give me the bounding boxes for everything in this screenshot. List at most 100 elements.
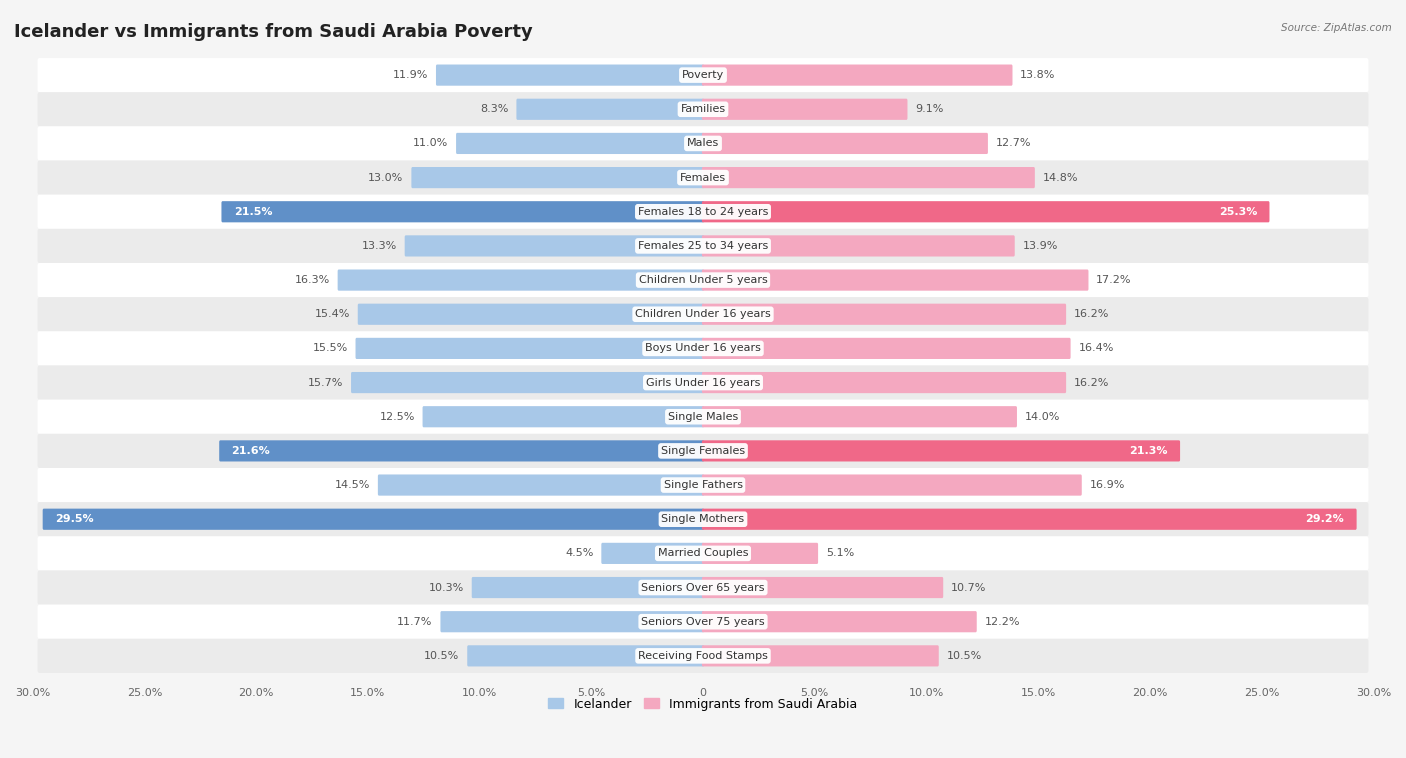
Text: 9.1%: 9.1% [915,105,943,114]
Text: 13.9%: 13.9% [1022,241,1057,251]
Text: 11.9%: 11.9% [392,70,429,80]
Text: 21.6%: 21.6% [232,446,270,456]
Text: 14.5%: 14.5% [335,480,370,490]
FancyBboxPatch shape [337,270,704,290]
Text: 5.1%: 5.1% [825,548,855,559]
FancyBboxPatch shape [702,611,977,632]
Text: 21.3%: 21.3% [1129,446,1168,456]
FancyBboxPatch shape [38,92,1368,127]
Text: 10.5%: 10.5% [946,651,981,661]
FancyBboxPatch shape [702,64,1012,86]
FancyBboxPatch shape [38,365,1368,399]
FancyBboxPatch shape [38,297,1368,331]
FancyBboxPatch shape [357,304,704,325]
FancyBboxPatch shape [440,611,704,632]
Text: 15.5%: 15.5% [312,343,347,353]
FancyBboxPatch shape [702,372,1066,393]
Text: Girls Under 16 years: Girls Under 16 years [645,377,761,387]
Text: Source: ZipAtlas.com: Source: ZipAtlas.com [1281,23,1392,33]
Text: Single Mothers: Single Mothers [661,514,745,525]
FancyBboxPatch shape [412,167,704,188]
FancyBboxPatch shape [405,235,704,256]
Text: 12.5%: 12.5% [380,412,415,421]
FancyBboxPatch shape [702,440,1180,462]
FancyBboxPatch shape [38,263,1368,297]
Text: Females 25 to 34 years: Females 25 to 34 years [638,241,768,251]
Text: Females 18 to 24 years: Females 18 to 24 years [638,207,768,217]
FancyBboxPatch shape [436,64,704,86]
FancyBboxPatch shape [38,399,1368,434]
Text: 15.4%: 15.4% [315,309,350,319]
Text: 13.3%: 13.3% [361,241,396,251]
FancyBboxPatch shape [38,468,1368,502]
Text: 10.3%: 10.3% [429,583,464,593]
FancyBboxPatch shape [602,543,704,564]
Text: Families: Families [681,105,725,114]
Text: 10.7%: 10.7% [950,583,987,593]
FancyBboxPatch shape [702,577,943,598]
Text: 11.0%: 11.0% [413,139,449,149]
Text: Seniors Over 65 years: Seniors Over 65 years [641,583,765,593]
Text: 29.5%: 29.5% [55,514,94,525]
FancyBboxPatch shape [702,304,1066,325]
FancyBboxPatch shape [702,338,1070,359]
Text: 10.5%: 10.5% [425,651,460,661]
Text: 16.4%: 16.4% [1078,343,1114,353]
Text: 4.5%: 4.5% [565,548,593,559]
Text: 16.2%: 16.2% [1074,377,1109,387]
FancyBboxPatch shape [702,543,818,564]
FancyBboxPatch shape [38,58,1368,92]
FancyBboxPatch shape [42,509,704,530]
FancyBboxPatch shape [38,229,1368,263]
FancyBboxPatch shape [219,440,704,462]
Text: Single Fathers: Single Fathers [664,480,742,490]
Text: Males: Males [688,139,718,149]
Text: 8.3%: 8.3% [481,105,509,114]
Text: Children Under 5 years: Children Under 5 years [638,275,768,285]
FancyBboxPatch shape [38,605,1368,639]
Text: Single Females: Single Females [661,446,745,456]
FancyBboxPatch shape [222,201,704,222]
FancyBboxPatch shape [702,167,1035,188]
Text: 13.0%: 13.0% [368,173,404,183]
Text: Females: Females [681,173,725,183]
Text: Seniors Over 75 years: Seniors Over 75 years [641,617,765,627]
Text: 11.7%: 11.7% [398,617,433,627]
FancyBboxPatch shape [702,201,1270,222]
FancyBboxPatch shape [38,571,1368,605]
FancyBboxPatch shape [356,338,704,359]
Text: 15.7%: 15.7% [308,377,343,387]
FancyBboxPatch shape [516,99,704,120]
FancyBboxPatch shape [702,645,939,666]
Text: 12.2%: 12.2% [984,617,1021,627]
Text: 14.0%: 14.0% [1025,412,1060,421]
FancyBboxPatch shape [423,406,704,428]
FancyBboxPatch shape [456,133,704,154]
FancyBboxPatch shape [38,331,1368,365]
FancyBboxPatch shape [702,475,1081,496]
Text: 17.2%: 17.2% [1097,275,1132,285]
Text: 25.3%: 25.3% [1219,207,1257,217]
FancyBboxPatch shape [702,509,1357,530]
Legend: Icelander, Immigrants from Saudi Arabia: Icelander, Immigrants from Saudi Arabia [544,693,862,716]
Text: Married Couples: Married Couples [658,548,748,559]
Text: Receiving Food Stamps: Receiving Food Stamps [638,651,768,661]
FancyBboxPatch shape [38,537,1368,571]
Text: Icelander vs Immigrants from Saudi Arabia Poverty: Icelander vs Immigrants from Saudi Arabi… [14,23,533,41]
Text: 21.5%: 21.5% [233,207,273,217]
FancyBboxPatch shape [467,645,704,666]
FancyBboxPatch shape [702,99,907,120]
Text: Boys Under 16 years: Boys Under 16 years [645,343,761,353]
Text: 14.8%: 14.8% [1043,173,1078,183]
FancyBboxPatch shape [352,372,704,393]
FancyBboxPatch shape [702,270,1088,290]
FancyBboxPatch shape [702,235,1015,256]
FancyBboxPatch shape [702,406,1017,428]
FancyBboxPatch shape [38,434,1368,468]
FancyBboxPatch shape [472,577,704,598]
FancyBboxPatch shape [702,133,988,154]
FancyBboxPatch shape [38,161,1368,195]
FancyBboxPatch shape [38,639,1368,673]
FancyBboxPatch shape [38,195,1368,229]
Text: 16.9%: 16.9% [1090,480,1125,490]
